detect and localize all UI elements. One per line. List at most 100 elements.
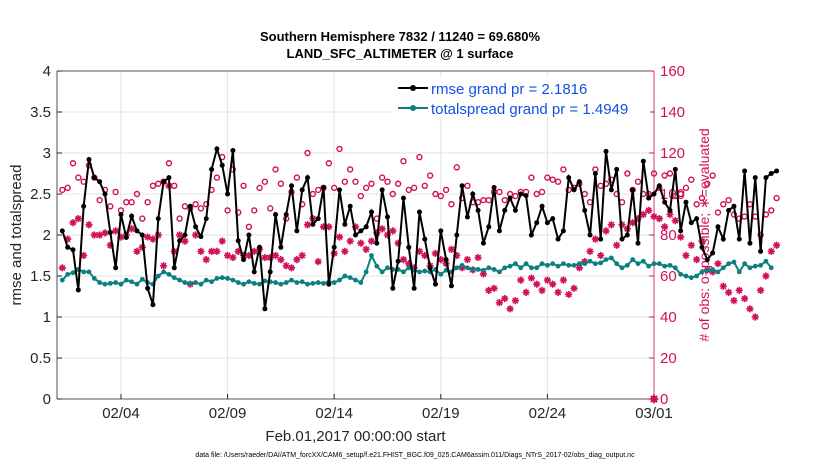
totalspread-point (454, 265, 460, 271)
totalspread-point (534, 265, 540, 271)
evaluated-star (282, 262, 290, 270)
totalspread-point (273, 280, 278, 285)
totalspread-point (694, 273, 700, 279)
evaluated-star (767, 247, 775, 255)
possible-circle (634, 178, 642, 185)
possible-circle (112, 188, 119, 196)
evaluated-star (218, 237, 226, 245)
evaluated-star (357, 239, 365, 247)
legend-rmse-label: rmse grand pr = 2.1816 (431, 81, 587, 98)
rmse-point (315, 216, 321, 222)
totalspread-point (406, 265, 412, 271)
evaluated-star (96, 231, 104, 239)
totalspread-point (529, 265, 534, 271)
evaluated-star (138, 243, 146, 251)
totalspread-point (624, 262, 630, 268)
evaluated-star (607, 221, 615, 229)
totalspread-point (134, 281, 140, 287)
totalspread-point (555, 263, 561, 269)
totalspread-point (283, 280, 289, 285)
rmse-point (566, 175, 572, 181)
totalspread-point (736, 269, 742, 275)
possible-circle (720, 201, 727, 208)
rmse-point (576, 179, 582, 185)
rmse-point (422, 236, 428, 242)
totalspread-point (646, 263, 652, 269)
evaluated-star (602, 227, 610, 235)
possible-circle (59, 186, 66, 194)
possible-circle (597, 182, 604, 190)
possible-circle (261, 178, 269, 185)
totalspread-point (107, 280, 113, 286)
x-tick-label: 02/19 (422, 405, 460, 422)
evaluated-star (554, 288, 562, 296)
evaluated-star (160, 262, 168, 270)
rmse-point (166, 175, 172, 181)
y-tick-label-left: 0 (43, 391, 51, 408)
rmse-point (512, 207, 518, 213)
rmse-point (614, 166, 620, 172)
possible-circle (155, 180, 162, 187)
totalspread-point (139, 276, 145, 282)
rmse-point (161, 179, 167, 185)
chart-subtitle: LAND_SFC_ALTIMETER @ 1 surface (286, 46, 514, 61)
rmse-point (209, 166, 215, 172)
y-tick-label-left: 0.5 (30, 350, 51, 367)
evaluated-star (517, 276, 525, 284)
rmse-point (459, 183, 465, 189)
evaluated-star (591, 235, 599, 243)
totalspread-point (566, 262, 572, 268)
evaluated-star (501, 294, 509, 303)
rmse-point (150, 302, 156, 308)
possible-circle (405, 186, 413, 194)
possible-circle (533, 190, 540, 198)
evaluated-star (511, 297, 520, 305)
evaluated-star (245, 251, 253, 260)
possible-circle (384, 178, 391, 185)
possible-circle (448, 201, 455, 208)
evaluated-star (362, 245, 370, 253)
totalspread-point (747, 265, 753, 271)
rmse-point (726, 207, 732, 213)
totalspread-point (305, 281, 310, 287)
y-axis-label-right: # of obs: o=possible; ∗=evaluated (696, 128, 712, 341)
totalspread-point (704, 267, 710, 273)
rmse-point (694, 216, 700, 222)
possible-circle (400, 157, 407, 165)
rmse-point (747, 240, 753, 246)
possible-circle (352, 178, 359, 185)
evaluated-star (410, 264, 418, 272)
totalspread-point (235, 280, 241, 285)
possible-circle (357, 192, 365, 200)
evaluated-star (80, 251, 88, 260)
evaluated-star (421, 251, 429, 260)
totalspread-point (59, 277, 65, 283)
rmse-point (731, 203, 737, 209)
possible-circle (330, 184, 338, 192)
possible-circle (768, 207, 775, 214)
totalspread-point (155, 273, 161, 279)
rmse-point (294, 228, 300, 234)
rmse-point (102, 191, 108, 197)
evaluated-star (495, 299, 504, 307)
rmse-point (624, 232, 630, 238)
rmse-point (758, 248, 764, 254)
rmse-point (448, 283, 454, 289)
totalspread-point (70, 270, 76, 276)
possible-circle (480, 196, 487, 204)
rmse-point (400, 195, 406, 201)
totalspread-point (486, 265, 492, 271)
possible-circle (666, 170, 674, 177)
totalspread-point (262, 278, 268, 284)
possible-circle (362, 184, 370, 192)
evaluated-star (522, 288, 530, 296)
totalspread-point (379, 269, 385, 275)
totalspread-point (758, 262, 764, 268)
totalspread-point (523, 261, 529, 267)
rmse-point (203, 216, 209, 222)
totalspread-point (731, 259, 737, 265)
rmse-point (651, 191, 657, 197)
totalspread-point (651, 261, 657, 267)
legend-box (392, 77, 650, 117)
